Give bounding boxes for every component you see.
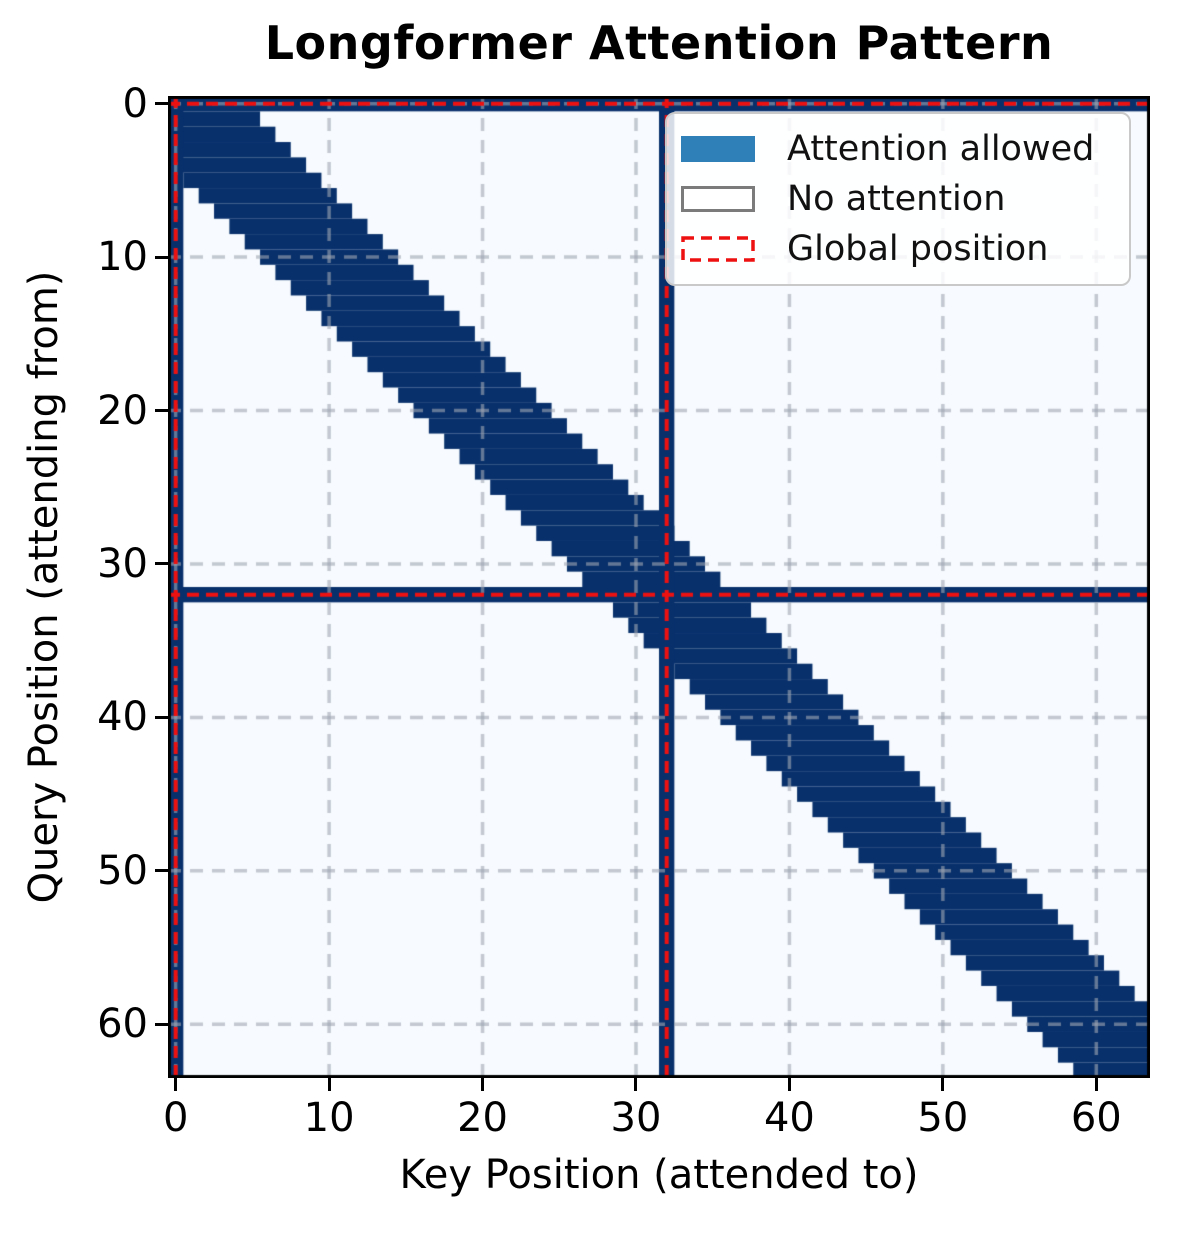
legend: Attention allowed No attention Global po… xyxy=(665,112,1131,286)
y-tick-label: 60 xyxy=(97,1001,148,1048)
legend-label-attention-allowed: Attention allowed xyxy=(787,129,1095,169)
x-tick-label: 10 xyxy=(303,1095,355,1141)
legend-item-no-attention: No attention xyxy=(681,174,1115,224)
y-tick-label: 0 xyxy=(122,80,148,127)
x-tick-mark xyxy=(634,1078,638,1091)
y-tick-mark xyxy=(155,102,168,106)
y-tick-mark xyxy=(155,255,168,259)
x-tick-mark xyxy=(941,1078,945,1091)
attention-allowed-swatch xyxy=(681,136,755,162)
legend-label-no-attention: No attention xyxy=(787,179,1006,219)
y-tick-label: 50 xyxy=(97,847,148,894)
x-tick-mark xyxy=(327,1078,331,1091)
y-tick-label: 40 xyxy=(97,694,148,741)
x-tick-mark xyxy=(174,1078,178,1091)
x-tick-label: 40 xyxy=(763,1095,815,1141)
y-tick-mark xyxy=(155,869,168,873)
x-axis-label: Key Position (attended to) xyxy=(399,1152,919,1198)
y-tick-mark xyxy=(155,715,168,719)
x-tick-label: 0 xyxy=(162,1095,189,1141)
x-tick-mark xyxy=(1094,1078,1098,1091)
y-tick-label: 30 xyxy=(97,540,148,587)
chart-title: Longformer Attention Pattern xyxy=(264,16,1054,70)
y-tick-mark xyxy=(155,409,168,413)
x-tick-label: 20 xyxy=(457,1095,508,1141)
y-tick-mark xyxy=(155,1022,168,1026)
no-attention-swatch xyxy=(681,186,755,212)
x-tick-label: 60 xyxy=(1070,1095,1122,1141)
legend-item-global-position: Global position xyxy=(681,224,1115,274)
y-tick-label: 20 xyxy=(97,387,148,434)
legend-label-global-position: Global position xyxy=(787,229,1049,269)
global-position-swatch xyxy=(681,236,755,262)
y-tick-mark xyxy=(155,562,168,566)
x-tick-label: 50 xyxy=(917,1095,969,1141)
x-tick-label: 30 xyxy=(610,1095,662,1141)
x-tick-mark xyxy=(787,1078,791,1091)
y-tick-label: 10 xyxy=(97,234,148,281)
legend-item-attention-allowed: Attention allowed xyxy=(681,124,1115,174)
x-tick-mark xyxy=(481,1078,485,1091)
